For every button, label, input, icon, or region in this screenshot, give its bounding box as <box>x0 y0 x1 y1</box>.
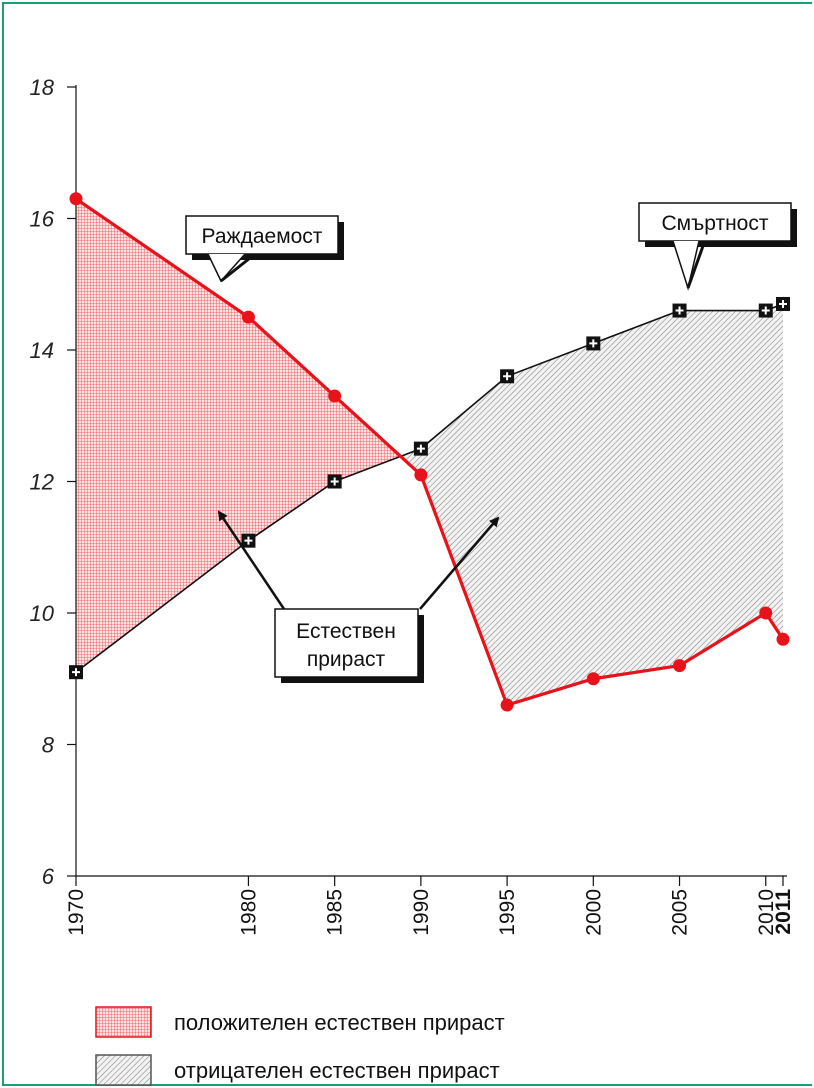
arrow-left <box>217 510 286 610</box>
natural-growth-callout: Естествен прираст <box>217 510 500 683</box>
birth-rate-point <box>673 659 687 673</box>
y-tick-label: 16 <box>30 207 55 232</box>
y-tick-label: 6 <box>42 864 55 889</box>
legend-swatch-negative <box>95 1054 152 1086</box>
x-tick-label: 1995 <box>496 889 519 936</box>
birth-rate-point <box>586 672 600 686</box>
death-rate-point <box>500 369 515 384</box>
death-rate-point <box>776 296 790 311</box>
markers-layer <box>69 192 790 712</box>
birth-rate-point <box>241 310 255 324</box>
arrow-right <box>419 516 500 610</box>
legend-label-negative: отрицателен естествен прираст <box>174 1058 500 1083</box>
death-rate-point <box>672 303 687 318</box>
birth-rate-point <box>414 468 428 482</box>
legend-swatch-positive <box>95 1006 152 1038</box>
legend-label-positive: положителен естествен прираст <box>174 1010 505 1035</box>
y-tick-label: 8 <box>42 733 55 758</box>
y-tick-label: 18 <box>30 75 55 100</box>
death-callout-label: Смъртност <box>662 212 769 235</box>
legend: положителен естествен прираст отрицателе… <box>95 1006 505 1086</box>
death-rate-point <box>758 303 773 318</box>
natural-growth-line2: прираст <box>307 648 386 671</box>
x-tick-label: 1990 <box>410 889 433 936</box>
birth-rate-point <box>328 389 342 403</box>
negative-growth-area <box>400 303 783 706</box>
y-tick-label: 12 <box>30 470 54 495</box>
death-rate-point <box>241 533 256 548</box>
x-tick-label: 2011 <box>772 889 795 935</box>
death-rate-point <box>69 665 83 680</box>
birth-rate-point <box>776 632 790 646</box>
death-rate-point <box>413 441 428 456</box>
area-layer <box>76 198 783 706</box>
x-tick-label: 2010 <box>755 889 778 936</box>
x-tick-label: 1980 <box>237 889 260 936</box>
birth-callout-label: Раждаемост <box>202 225 323 248</box>
birth-callout: Раждаемост <box>185 215 344 283</box>
x-tick-label: 2005 <box>669 889 692 936</box>
x-tick-label: 1970 <box>65 889 88 936</box>
positive-growth-area <box>76 198 401 673</box>
death-rate-point <box>327 474 342 489</box>
death-rate-point <box>586 336 601 351</box>
birth-rate-point <box>69 192 83 206</box>
x-tick-label: 1985 <box>324 889 347 936</box>
birth-rate-point <box>759 606 773 620</box>
natural-growth-line1: Естествен <box>296 620 396 643</box>
y-tick-label: 14 <box>30 338 54 363</box>
x-tick-label: 2000 <box>582 889 605 936</box>
birth-rate-point <box>500 698 514 712</box>
axes-layer: 6 8 10 12 14 16 18 1970 1980 1985 1990 1995 2000 2005… <box>30 75 795 936</box>
y-tick-label: 10 <box>30 601 55 626</box>
death-callout: Смъртност <box>638 202 797 291</box>
